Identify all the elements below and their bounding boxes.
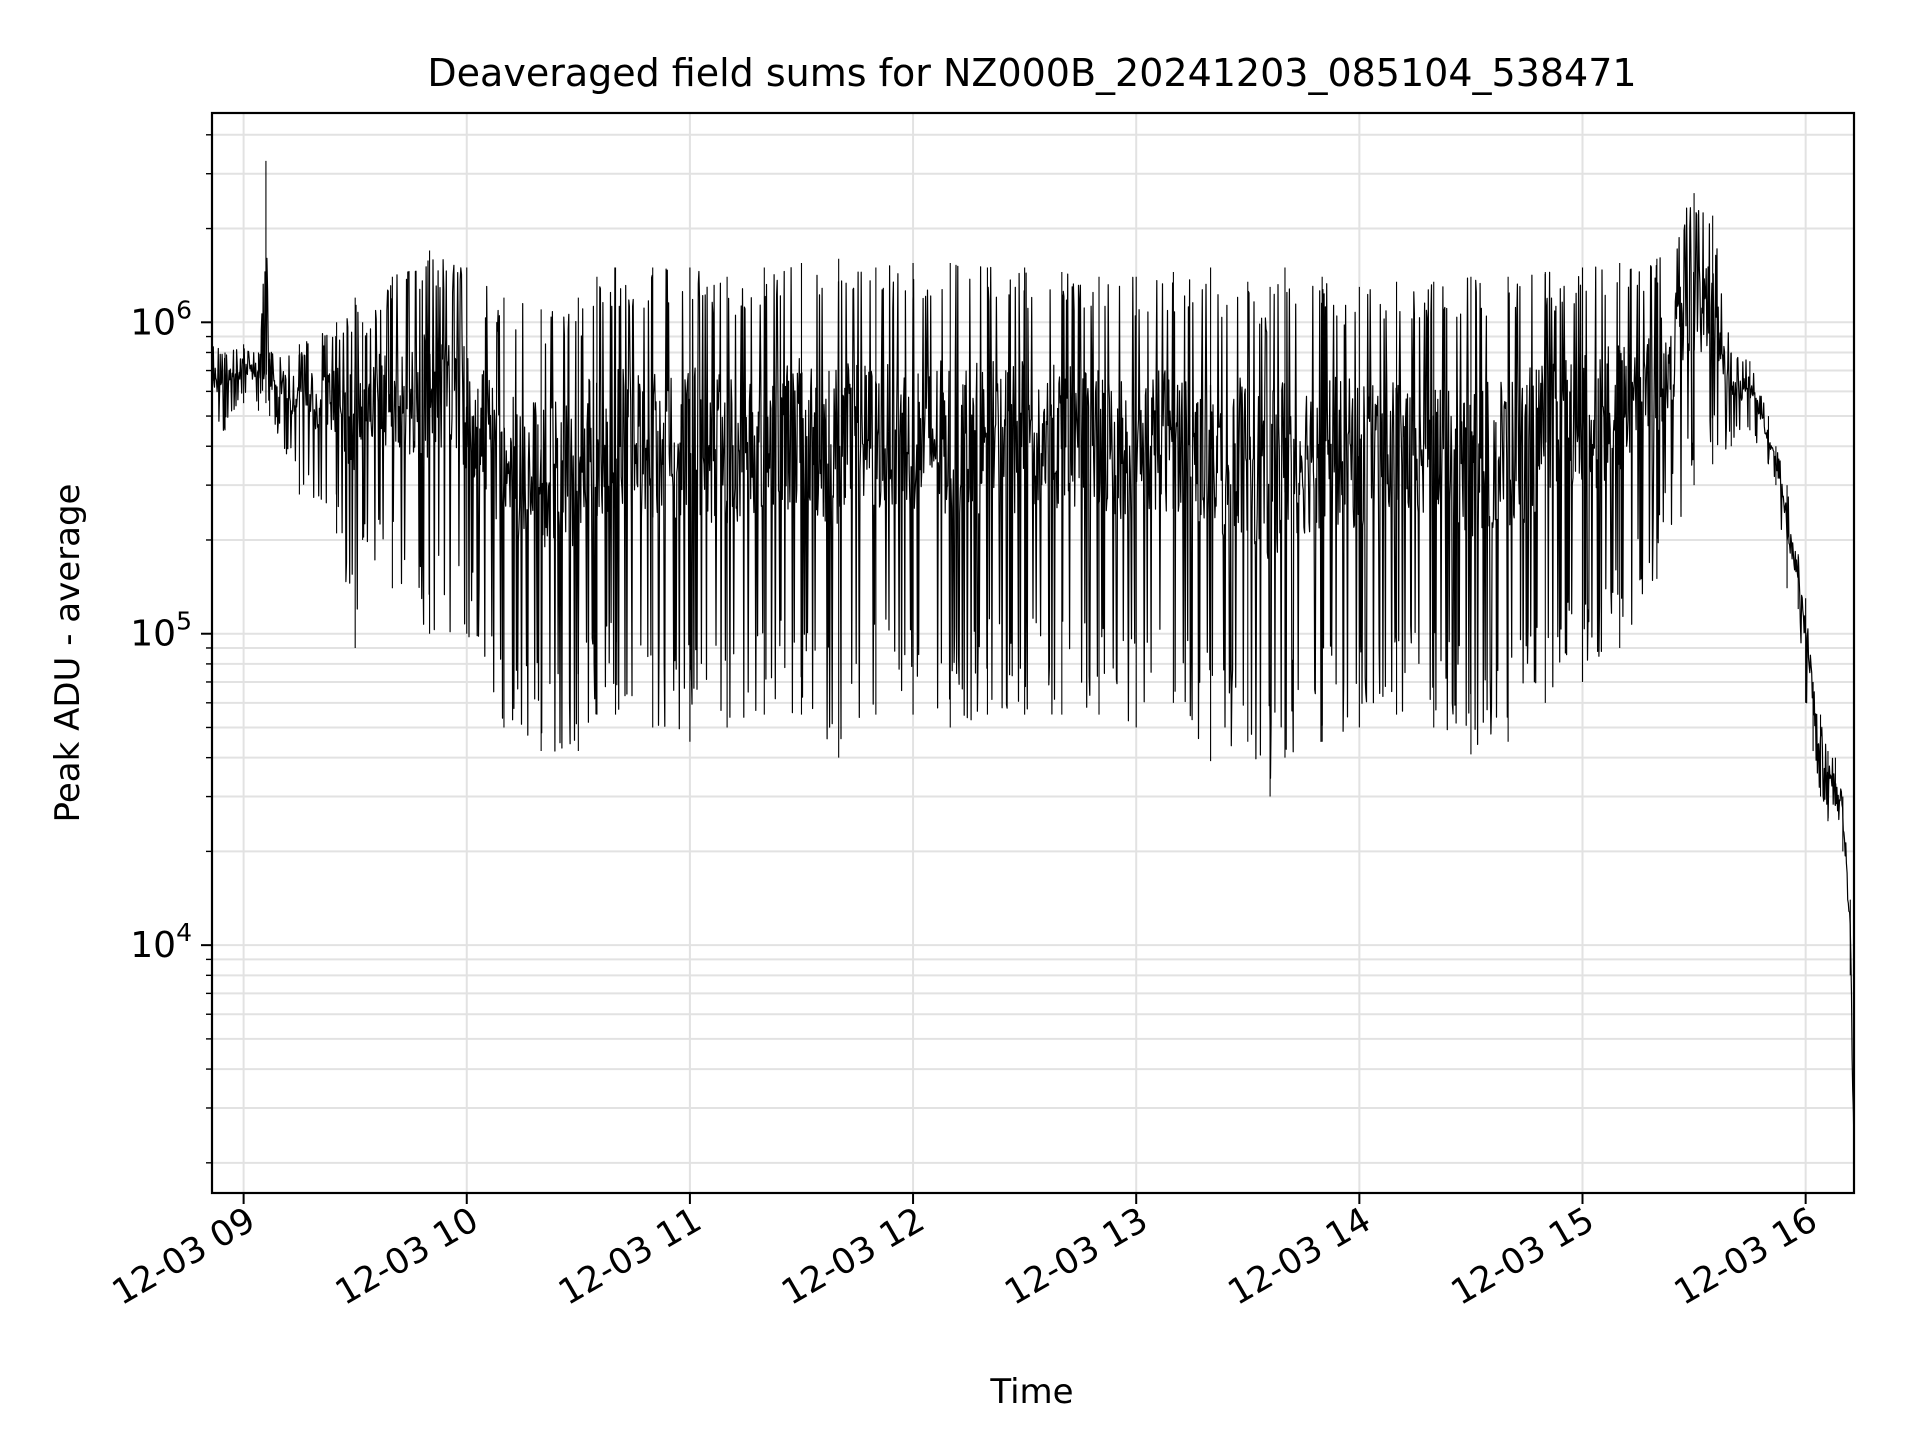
y-tick-label: 106 [130,295,192,343]
x-tick-label: 12-03 11 [552,1200,708,1313]
y-axis-label: Peak ADU - average [48,484,88,823]
x-tick-label: 12-03 09 [106,1200,262,1313]
axis-layer: 104 105 106 12-03 09 12-03 10 12-03 11 12-03 1… [106,134,1824,1313]
x-tick-label: 12-03 15 [1445,1200,1601,1313]
x-tick-label: 12-03 14 [1222,1200,1378,1313]
x-tick-label: 12-03 12 [775,1200,931,1313]
x-axis-label: Time [989,1372,1073,1412]
x-tick-label: 12-03 13 [998,1200,1154,1313]
x-tick-label: 12-03 10 [329,1200,485,1313]
chart-title: Deaveraged field sums for NZ000B_2024120… [427,51,1636,95]
series-line [211,207,1855,1150]
y-tick-label: 105 [130,607,192,655]
series-layer [211,160,1855,1150]
x-tick-label: 12-03 16 [1668,1200,1824,1313]
y-tick-label: 104 [130,918,192,966]
plot-frame [210,111,1856,1195]
